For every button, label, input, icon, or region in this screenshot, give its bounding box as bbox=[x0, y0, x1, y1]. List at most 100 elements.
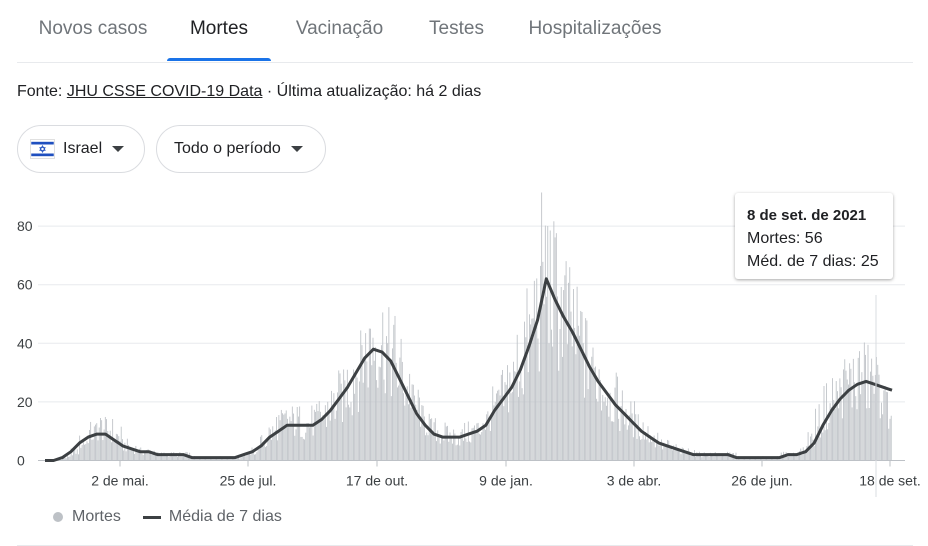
death-bar bbox=[634, 401, 635, 461]
death-bar bbox=[373, 360, 375, 461]
death-bar bbox=[101, 420, 103, 461]
death-bar bbox=[203, 458, 205, 461]
death-bar bbox=[439, 443, 441, 461]
period-selector[interactable]: Todo o período bbox=[156, 125, 326, 173]
death-bar bbox=[304, 439, 305, 461]
death-bar bbox=[372, 337, 374, 461]
death-bar bbox=[332, 404, 334, 461]
death-bar bbox=[201, 458, 203, 461]
chart-legend: Mortes Média de 7 dias bbox=[53, 508, 282, 526]
tab-vacinacao[interactable]: Vacinação bbox=[295, 18, 384, 39]
death-bar bbox=[493, 405, 495, 461]
death-bar bbox=[485, 429, 486, 461]
death-bar bbox=[306, 423, 308, 461]
death-bar bbox=[285, 410, 287, 461]
source-update: · Última atualização: há 2 dias bbox=[266, 83, 482, 100]
death-bar bbox=[720, 456, 722, 461]
death-bar bbox=[345, 407, 347, 461]
death-bar bbox=[789, 453, 791, 461]
death-bar bbox=[460, 431, 462, 461]
death-bar bbox=[816, 436, 818, 461]
seven-day-average-line bbox=[45, 277, 893, 462]
death-bar bbox=[708, 456, 710, 461]
death-bar bbox=[64, 457, 66, 461]
death-bar bbox=[873, 393, 875, 461]
death-bar bbox=[851, 407, 853, 461]
death-bar bbox=[621, 390, 623, 461]
death-bar bbox=[169, 455, 171, 461]
death-bar bbox=[784, 456, 786, 461]
death-bar bbox=[339, 373, 341, 461]
death-bar bbox=[175, 453, 177, 461]
death-bar bbox=[240, 457, 242, 461]
death-bar bbox=[313, 409, 315, 461]
tab-novos-casos[interactable]: Novos casos bbox=[38, 18, 148, 39]
death-bar bbox=[580, 310, 582, 461]
death-bar bbox=[635, 414, 637, 461]
death-bar bbox=[830, 407, 832, 461]
death-bar bbox=[184, 453, 186, 461]
death-bar bbox=[632, 437, 634, 461]
death-bar bbox=[470, 442, 472, 461]
x-tick-label: 2 de mai. bbox=[91, 473, 149, 489]
death-bar bbox=[399, 357, 401, 461]
death-bar bbox=[211, 458, 213, 461]
death-bar bbox=[717, 453, 719, 461]
death-bar bbox=[115, 433, 117, 461]
death-bar bbox=[505, 384, 507, 461]
tab-hospitalizacoes[interactable]: Hospitalizações bbox=[528, 18, 662, 39]
legend-bars-swatch bbox=[53, 512, 63, 522]
death-bar bbox=[216, 457, 217, 461]
death-bar bbox=[267, 439, 269, 461]
death-bar bbox=[98, 427, 100, 461]
chevron-down-icon bbox=[290, 146, 303, 152]
death-bar bbox=[719, 456, 721, 461]
death-bar bbox=[136, 450, 138, 461]
death-bar bbox=[411, 384, 413, 461]
legend-bars-label: Mortes bbox=[72, 508, 121, 525]
source-link[interactable]: JHU CSSE COVID-19 Data bbox=[66, 83, 263, 100]
death-bar bbox=[159, 453, 161, 461]
country-selector[interactable]: Israel bbox=[17, 125, 145, 173]
death-bar bbox=[342, 421, 343, 461]
death-bar bbox=[93, 426, 95, 461]
death-bar bbox=[106, 419, 107, 461]
death-bar bbox=[872, 375, 874, 461]
tab-testes[interactable]: Testes bbox=[429, 18, 484, 39]
death-bar bbox=[529, 314, 530, 461]
death-bar bbox=[553, 221, 555, 461]
death-bar bbox=[96, 423, 98, 461]
death-bar bbox=[302, 438, 304, 461]
deaths-chart[interactable]: 0 20 40 60 80 2 de mai. 25 de jul. 17 de out. 9 … bbox=[0, 185, 928, 505]
death-bar bbox=[590, 367, 591, 461]
death-bar bbox=[494, 401, 496, 461]
death-bar bbox=[355, 373, 357, 461]
death-bar bbox=[701, 457, 703, 461]
death-bar bbox=[884, 386, 886, 461]
death-bar bbox=[866, 408, 868, 461]
death-bar bbox=[192, 458, 194, 461]
death-bar bbox=[63, 457, 65, 461]
death-bar bbox=[767, 458, 769, 461]
death-bar bbox=[153, 450, 155, 461]
death-bar bbox=[80, 447, 82, 461]
death-bar bbox=[513, 361, 514, 461]
death-bar bbox=[881, 402, 882, 461]
death-bar bbox=[444, 422, 446, 461]
death-bar bbox=[663, 442, 665, 461]
death-bar bbox=[130, 447, 132, 461]
death-bar bbox=[155, 454, 156, 461]
death-bar bbox=[675, 444, 677, 461]
death-bar bbox=[714, 452, 716, 461]
death-bar bbox=[860, 394, 862, 461]
death-bar bbox=[102, 440, 104, 461]
death-bar bbox=[249, 452, 250, 461]
death-bar bbox=[97, 440, 99, 461]
death-bar bbox=[417, 389, 419, 461]
death-bar bbox=[87, 443, 89, 461]
death-bar bbox=[117, 434, 118, 461]
death-bar bbox=[598, 369, 600, 461]
tab-mortes[interactable]: Mortes bbox=[167, 0, 271, 61]
death-bar bbox=[335, 410, 337, 461]
death-bar bbox=[263, 442, 265, 461]
